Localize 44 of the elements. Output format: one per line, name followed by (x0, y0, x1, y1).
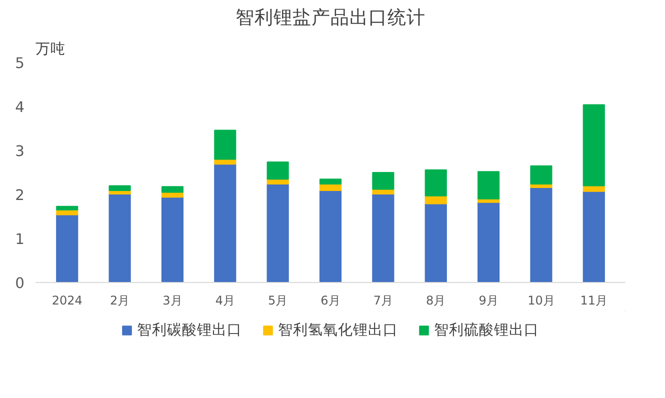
bar (424, 169, 447, 196)
bar (108, 194, 131, 282)
bar (266, 161, 289, 180)
y-tick-label: 2 (15, 187, 25, 204)
bar (214, 130, 236, 160)
bar (214, 164, 236, 282)
bar (530, 165, 552, 184)
bar (530, 186, 552, 282)
bar (319, 178, 342, 184)
bar (56, 214, 78, 282)
x-tick-label: 2月 (110, 294, 130, 308)
bar (319, 190, 342, 282)
bar (582, 104, 605, 186)
y-tick-label: 5 (15, 55, 25, 72)
bar (161, 196, 184, 282)
bar (372, 172, 394, 190)
bar (582, 190, 605, 282)
legend-label: 智利氢氧化锂出口 (278, 320, 398, 340)
bar (372, 194, 394, 282)
bar (424, 203, 447, 282)
x-tick-label: 8月 (426, 294, 446, 308)
legend-label: 智利碳酸锂出口 (137, 320, 242, 340)
bar (478, 171, 500, 200)
x-tick-label: 3月 (162, 294, 182, 308)
x-tick-label: 9月 (478, 294, 498, 308)
x-tick-label: 10月 (528, 294, 555, 308)
y-tick-label: 4 (15, 99, 25, 116)
bar (161, 186, 184, 193)
bar (478, 202, 500, 282)
y-tick-label: 1 (15, 231, 25, 248)
x-tick-label: 5月 (268, 294, 288, 308)
y-axis-title: 万吨 (36, 40, 66, 58)
y-tick-label: 3 (15, 143, 25, 160)
bar (108, 185, 131, 192)
legend-label: 智利硫酸锂出口 (434, 320, 539, 340)
x-tick-label: 11月 (580, 294, 608, 308)
chart-title: 智利锂盐产品出口统计 (236, 8, 426, 28)
y-tick-label: 0 (15, 275, 25, 292)
x-tick-label: 7月 (373, 294, 393, 308)
bar (266, 183, 289, 282)
x-tick-label: 4月 (215, 294, 235, 308)
x-tick-label: 6月 (320, 294, 340, 308)
bar (56, 206, 78, 210)
x-tick-label: 2024 (52, 294, 82, 308)
